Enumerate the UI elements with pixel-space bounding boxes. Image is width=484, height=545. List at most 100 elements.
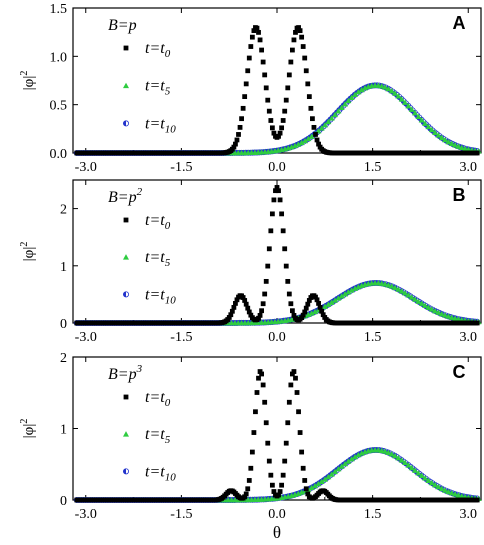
point-t5	[321, 476, 328, 482]
legend-label: t=t10	[145, 286, 176, 306]
point-t0	[314, 137, 320, 143]
point-t5	[388, 451, 395, 457]
point-t0	[254, 25, 260, 31]
point-t5	[331, 297, 338, 303]
point-t0	[474, 497, 480, 503]
point-t0	[291, 37, 297, 43]
point-t0	[306, 298, 312, 303]
legend-label-text: t=t	[145, 286, 165, 303]
point-t0	[266, 246, 272, 252]
point-t5	[378, 447, 385, 453]
point-t0	[239, 116, 244, 122]
point-t5	[435, 483, 442, 490]
point-t5	[445, 488, 452, 495]
point-t5	[325, 118, 332, 125]
point-t5	[335, 466, 342, 472]
point-t0	[243, 301, 249, 307]
point-t0	[262, 72, 268, 78]
point-t5	[398, 288, 405, 294]
legend: t=t0t=t5t=t10	[123, 212, 176, 306]
point-t5	[448, 140, 455, 146]
panel-letter: B	[453, 185, 466, 205]
point-t5	[345, 97, 352, 104]
point-t0	[242, 494, 248, 500]
point-t0	[282, 458, 288, 464]
panel-annotation: B=p3	[108, 363, 143, 383]
legend-label-subscript: 5	[165, 257, 171, 269]
point-t5	[355, 89, 362, 95]
legend-marker	[123, 394, 129, 400]
point-t5	[298, 139, 305, 146]
y-axis-label-text: |φ|	[21, 247, 37, 262]
point-t5	[398, 457, 405, 463]
legend: t=t0t=t5t=t10	[123, 389, 176, 483]
legend-label-subscript: 5	[165, 434, 171, 446]
annotation-text: B=p	[108, 189, 137, 206]
legend-item-0: t=t0	[123, 40, 171, 60]
point-t0	[245, 305, 251, 311]
point-t5	[402, 459, 409, 466]
point-t0	[266, 458, 272, 464]
legend-label-subscript: 5	[165, 86, 171, 98]
point-t0	[305, 81, 311, 87]
point-t0	[277, 197, 283, 203]
point-t0	[306, 94, 312, 100]
point-t5	[385, 449, 392, 455]
point-t5	[295, 141, 302, 147]
point-t0	[299, 449, 305, 455]
legend-label: t=t10	[145, 115, 176, 135]
y-axis-label-superscript: 2	[19, 71, 30, 76]
point-t5	[425, 304, 432, 310]
legend-label-text: t=t	[145, 463, 165, 480]
point-t5	[355, 451, 362, 458]
point-t5	[335, 108, 342, 114]
point-t0	[300, 44, 306, 49]
legend-label-text: t=t	[145, 249, 165, 266]
point-t0	[311, 124, 317, 130]
point-t0	[300, 312, 306, 318]
point-t5	[448, 490, 455, 496]
point-t0	[280, 472, 286, 478]
point-t5	[362, 84, 369, 91]
annotation-superscript: 3	[136, 363, 143, 375]
panel-annotation: B=p	[108, 17, 137, 34]
point-t5	[338, 104, 345, 110]
point-t0	[305, 491, 311, 497]
point-t0	[271, 489, 277, 494]
point-t5	[408, 294, 415, 300]
point-t0	[259, 371, 265, 377]
point-t0	[260, 382, 266, 388]
point-t0	[246, 55, 252, 61]
point-t5	[331, 468, 338, 475]
point-t5	[382, 84, 389, 90]
point-t0	[286, 399, 292, 405]
point-t0	[263, 420, 269, 426]
point-t0	[269, 125, 275, 131]
y-tick-label: 1.5	[50, 2, 68, 17]
point-t5	[318, 125, 325, 131]
point-t5	[415, 470, 422, 476]
point-t0	[286, 291, 292, 297]
point-t0	[288, 382, 294, 388]
point-t5	[438, 310, 445, 317]
y-axis-label-text: |φ|	[21, 76, 37, 91]
point-t0	[251, 430, 257, 435]
point-t0	[296, 25, 301, 30]
point-t5	[395, 454, 402, 461]
point-t0	[256, 375, 261, 381]
panel-annotation: B=p2	[108, 186, 143, 206]
point-t5	[352, 285, 359, 291]
legend-item-10: t=t10	[123, 286, 176, 306]
point-t0	[286, 72, 292, 78]
point-t0	[303, 68, 309, 74]
point-t5	[415, 298, 422, 304]
legend-label: t=t0	[145, 40, 171, 60]
point-t0	[256, 315, 261, 321]
point-t5	[305, 311, 312, 317]
point-t0	[271, 130, 277, 136]
point-t0	[268, 228, 274, 234]
x-tick-label: 0.0	[268, 507, 286, 522]
point-t0	[317, 304, 323, 310]
point-t0	[246, 478, 252, 483]
point-t0	[279, 482, 285, 488]
